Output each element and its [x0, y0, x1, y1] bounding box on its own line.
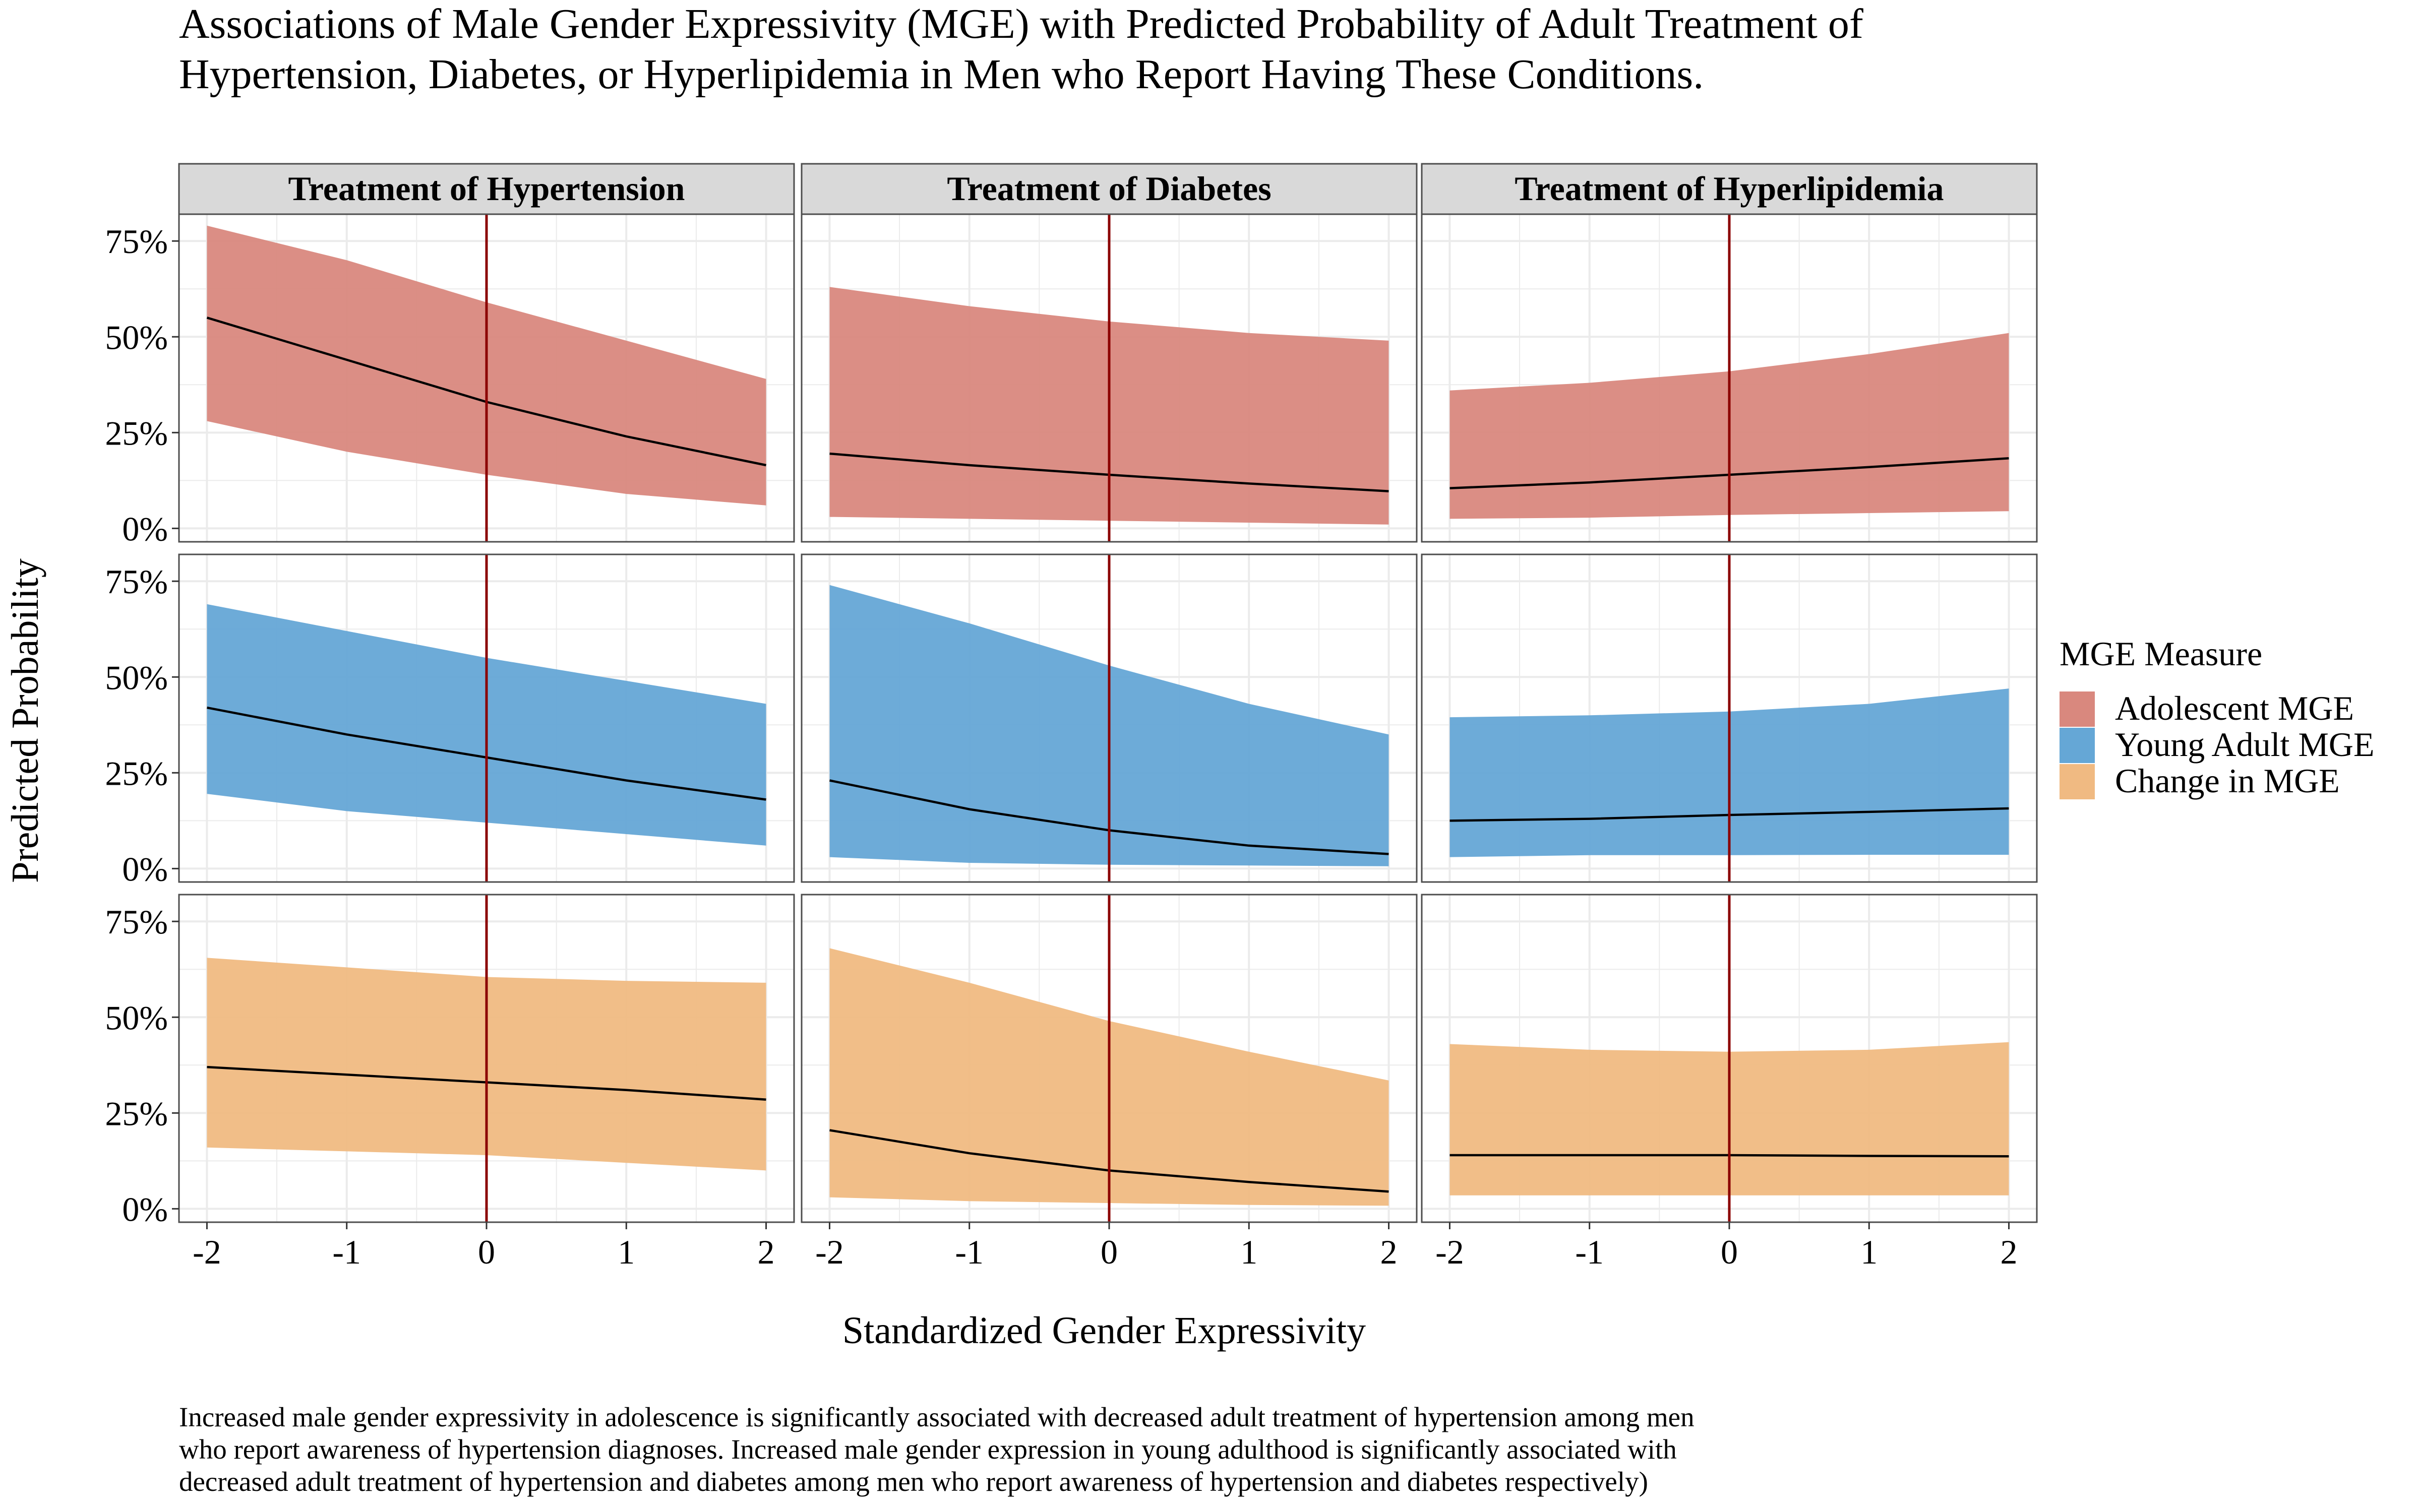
legend-swatch: [2060, 691, 2095, 727]
y-tick-label: 0%: [122, 510, 168, 548]
caption-line-3: decreased adult treatment of hypertensio…: [179, 1466, 1648, 1497]
y-tick-label: 50%: [105, 318, 168, 356]
x-tick-label: 2: [2001, 1233, 2018, 1271]
x-tick-label: -2: [193, 1233, 221, 1271]
facet-panel: [801, 213, 1418, 543]
x-tick-label: -1: [332, 1233, 361, 1271]
facet-strip-label: Treatment of Hyperlipidemia: [1515, 169, 1944, 208]
legend-swatch: [2060, 764, 2095, 799]
caption-line-1: Increased male gender expressivity in ad…: [179, 1402, 1695, 1432]
legend-item-label: Change in MGE: [2115, 762, 2340, 800]
x-tick-label: 1: [1240, 1233, 1257, 1271]
x-tick-label: 2: [758, 1233, 775, 1271]
x-tick-label: -2: [1435, 1233, 1464, 1271]
panel-border: [1421, 213, 2038, 543]
y-tick-label: 75%: [105, 222, 168, 261]
facet-grid: Treatment of Hypertension Treatment of Di…: [105, 163, 2038, 1271]
y-tick-label: 0%: [122, 850, 168, 888]
chart-title-line-1: Associations of Male Gender Expressivity…: [179, 1, 1863, 47]
x-tick-label: 0: [1101, 1233, 1118, 1271]
y-tick-label: 0%: [122, 1190, 168, 1228]
x-axis-label: Standardized Gender Expressivity: [842, 1309, 1366, 1352]
facet-strip: [1421, 163, 2038, 215]
y-tick-label: 50%: [105, 998, 168, 1037]
facet-strip: [801, 163, 1418, 215]
panel-border: [178, 213, 795, 543]
chart-title-line-2: Hypertension, Diabetes, or Hyperlipidemi…: [179, 51, 1704, 98]
panel-border: [801, 213, 1418, 543]
facet-strip-label: Treatment of Hypertension: [288, 169, 685, 208]
figure-caption: Increased male gender expressivity in ad…: [179, 1401, 1994, 1498]
legend-item-label: Adolescent MGE: [2115, 689, 2354, 727]
panel-border: [1421, 553, 2038, 883]
y-tick-label: 75%: [105, 903, 168, 941]
y-tick-label: 75%: [105, 562, 168, 601]
facet-panel: [178, 894, 795, 1223]
x-tick-label: -2: [815, 1233, 844, 1271]
legend-swatch: [2060, 728, 2095, 763]
y-axis-label: Predicted Probability: [4, 558, 46, 883]
y-tick-label: 25%: [105, 1094, 168, 1132]
facet-panel: [801, 553, 1418, 883]
x-tick-label: 2: [1380, 1233, 1398, 1271]
x-tick-label: 0: [1721, 1233, 1738, 1271]
panel-border: [801, 553, 1418, 883]
y-tick-label: 50%: [105, 658, 168, 697]
y-tick-label: 25%: [105, 414, 168, 452]
panel-border: [178, 553, 795, 883]
x-tick-label: 1: [1860, 1233, 1878, 1271]
legend-item-label: Young Adult MGE: [2115, 725, 2375, 764]
facet-panel: [801, 894, 1418, 1223]
legend-title: MGE Measure: [2060, 635, 2262, 673]
facet-panel: [1421, 894, 2038, 1223]
facet-strip-label: Treatment of Diabetes: [947, 169, 1271, 208]
facet-panel: [178, 553, 795, 883]
facet-strip: [178, 163, 795, 215]
x-tick-label: -1: [1575, 1233, 1604, 1271]
caption-line-2: who report awareness of hypertension dia…: [179, 1434, 1677, 1465]
y-tick-label: 25%: [105, 754, 168, 792]
facet-panel: [1421, 213, 2038, 543]
x-tick-label: -1: [955, 1233, 984, 1271]
chart-title: Associations of Male Gender Expressivity…: [179, 1, 1863, 98]
facet-panel: [178, 213, 795, 543]
x-tick-label: 0: [478, 1233, 495, 1271]
x-tick-label: 1: [618, 1233, 635, 1271]
facet-panel: [1421, 553, 2038, 883]
